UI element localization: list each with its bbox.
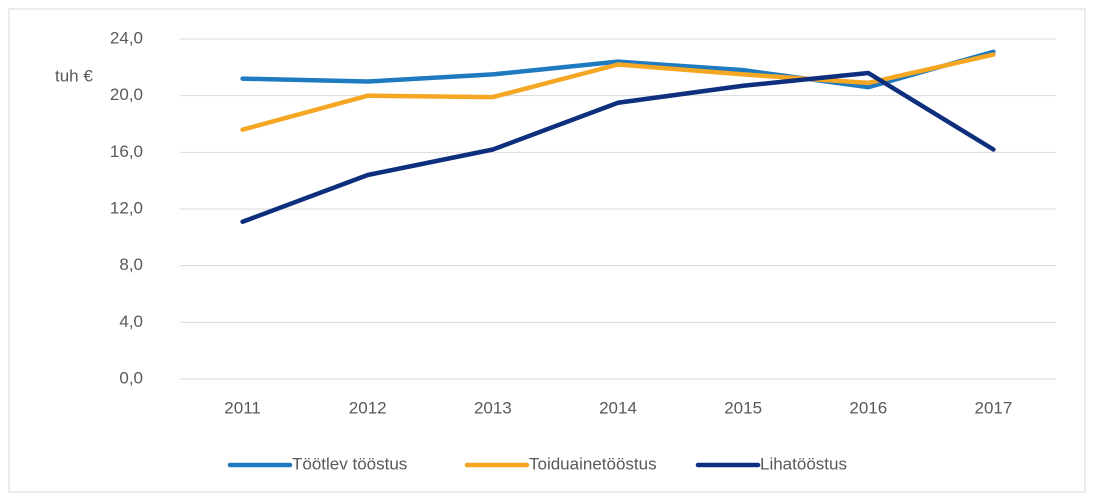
x-tick-label: 2014 [599,398,637,417]
x-tick-label: 2015 [724,398,762,417]
y-tick-label: 4,0 [119,312,143,331]
legend-label: Töötlev tööstus [292,454,407,473]
series-line [240,49,996,90]
y-tick-label: 8,0 [119,255,143,274]
series-line [240,70,996,224]
series-line [240,52,996,132]
y-tick-label: 12,0 [110,198,143,217]
legend-label: Lihatööstus [760,454,847,473]
x-tick-label: 2017 [975,398,1013,417]
legend-label: Toiduainetööstus [529,454,657,473]
y-tick-label: 24,0 [110,28,143,47]
y-axis-label: tuh € [55,66,93,85]
y-tick-label: 0,0 [119,368,143,387]
x-tick-label: 2012 [349,398,387,417]
x-tick-label: 2013 [474,398,512,417]
x-tick-label: 2016 [849,398,887,417]
chart-border [8,8,1086,493]
y-tick-label: 16,0 [110,142,143,161]
y-tick-label: 20,0 [110,85,143,104]
x-tick-label: 2011 [224,398,261,417]
